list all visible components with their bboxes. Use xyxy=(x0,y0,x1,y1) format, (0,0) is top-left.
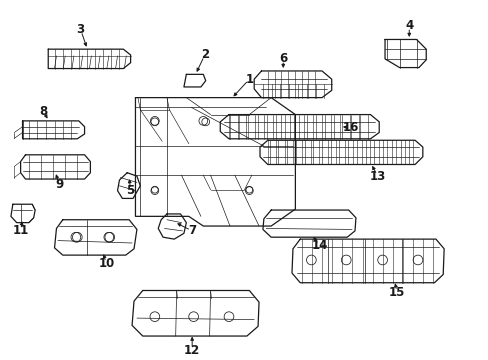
Text: 15: 15 xyxy=(388,286,405,299)
Text: 10: 10 xyxy=(98,257,114,270)
Text: 4: 4 xyxy=(405,19,412,32)
Text: 1: 1 xyxy=(245,73,253,86)
Text: 13: 13 xyxy=(369,170,385,183)
Text: 7: 7 xyxy=(188,224,196,237)
Text: 11: 11 xyxy=(13,224,29,237)
Text: 12: 12 xyxy=(183,344,200,357)
Text: 2: 2 xyxy=(200,49,208,62)
Text: 8: 8 xyxy=(39,105,47,118)
Text: 5: 5 xyxy=(126,184,135,197)
Text: 14: 14 xyxy=(311,239,327,252)
Text: 16: 16 xyxy=(342,121,359,134)
Text: 3: 3 xyxy=(77,23,84,36)
Text: 9: 9 xyxy=(55,178,63,192)
Text: 6: 6 xyxy=(279,52,287,66)
